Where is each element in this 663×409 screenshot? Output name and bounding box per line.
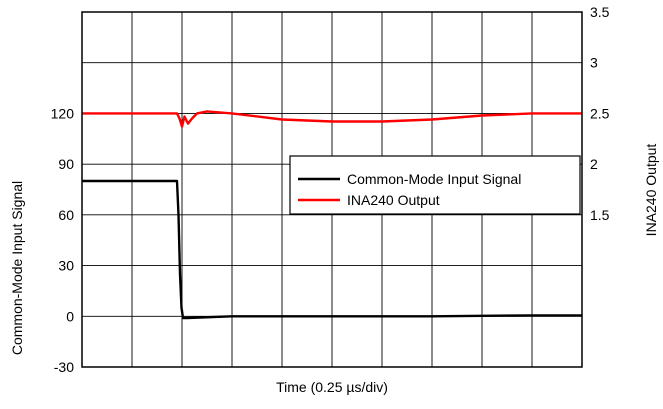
y-tick-label-left: 90 bbox=[58, 156, 74, 172]
series-group bbox=[82, 110, 582, 320]
y-tick-label-left: 0 bbox=[66, 308, 74, 324]
legend-box bbox=[289, 155, 581, 215]
y-tick-label-right: 1.5 bbox=[590, 207, 610, 223]
y-tick-label-right: 2.5 bbox=[590, 105, 610, 121]
x-axis-title: Time (0.25 µs/div) bbox=[276, 379, 388, 395]
plot-border bbox=[81, 11, 583, 368]
series-line-ina240 bbox=[82, 110, 582, 128]
y-tick-label-left: 30 bbox=[58, 258, 74, 274]
y-tick-label-right: 3.5 bbox=[590, 4, 610, 20]
right-axis-ticks: 1.5 2 2.5 3 3.5 bbox=[590, 4, 610, 223]
legend: Common-Mode Input Signal INA240 Output bbox=[289, 155, 581, 215]
y-tick-label-left: -30 bbox=[54, 359, 74, 375]
y-tick-label-left: 60 bbox=[58, 207, 74, 223]
series-line-common-mode bbox=[82, 179, 582, 320]
y-tick-label-left: 120 bbox=[51, 105, 75, 121]
legend-label-ina240: INA240 Output bbox=[347, 192, 440, 208]
legend-label-common-mode: Common-Mode Input Signal bbox=[347, 171, 521, 187]
y-axis-title-right: INA240 Output bbox=[643, 144, 659, 237]
y-axis-title-left: Common-Mode Input Signal bbox=[9, 181, 25, 355]
left-axis-ticks: -30 0 30 60 90 120 bbox=[51, 105, 75, 375]
y-tick-label-right: 3 bbox=[590, 55, 598, 71]
y-tick-label-right: 2 bbox=[590, 156, 598, 172]
